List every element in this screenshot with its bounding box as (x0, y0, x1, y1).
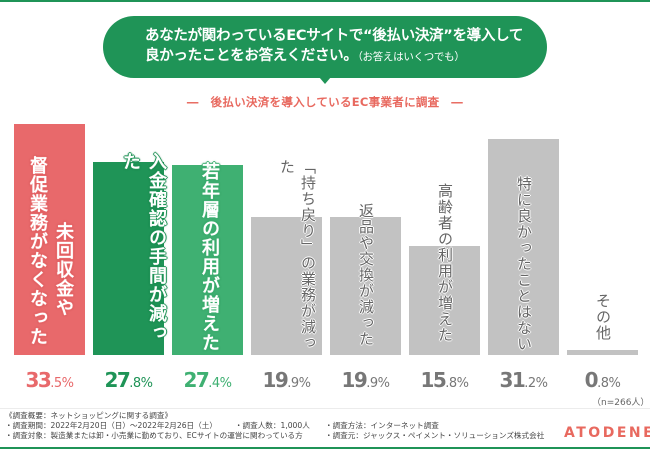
value-int: 0 (584, 368, 599, 392)
value-dec: .9% (287, 376, 311, 391)
value-dec: .2% (524, 376, 548, 391)
value-bar-2: 27.8% (89, 368, 168, 392)
survey-period: ・調査期間：2022年2月20日（日）～2022年2月26日（土） (5, 421, 217, 430)
top-border (0, 0, 650, 2)
survey-overview: 《調査概要：ネットショッピングに関する調査》 ・調査期間：2022年2月20日（… (5, 411, 310, 441)
question-line-1: あなたが関わっているECサイトで“後払い決済”を導入して (145, 28, 524, 44)
survey-method: ・調査方法：インターネット調査 (325, 421, 439, 430)
value-dec: .5% (50, 376, 74, 391)
value-int: 15 (420, 368, 446, 392)
survey-target: ・調査対象：製造業または卸・小売業に勤めており、ECサイトの運営に関わっている方 (5, 431, 303, 440)
value-bar-4: 19.9% (247, 368, 326, 392)
value-dec: .9% (366, 376, 390, 391)
sample-size-note: （n=266人） (592, 398, 650, 408)
value-dec: .4% (208, 376, 232, 391)
survey-period-row: ・調査期間：2022年2月20日（日）～2022年2月26日（土） ・調査人数：1… (5, 421, 310, 431)
bar-other: その他 (567, 293, 638, 355)
question-line-2: 良かったことをお答えください。（お答えはいくつでも） (145, 46, 547, 67)
bar-label: その他 (594, 293, 612, 341)
value-bar-6: 15.8% (405, 368, 484, 392)
value-bar-3: 27.4% (168, 368, 247, 392)
value-bar-8: 0.8% (563, 368, 642, 392)
bar-label: 返品や交換が減った (357, 203, 375, 347)
question-text: 良かったことをお答えください。 (145, 48, 358, 64)
value-int: 19 (341, 368, 367, 392)
bar-label: 入金確認の手間が減った (120, 152, 167, 342)
value-int: 31 (499, 368, 525, 392)
footer-divider (0, 408, 650, 409)
value-bar-5: 19.9% (326, 368, 405, 392)
bar-return-delivery: 「持ち戻り」の業務が減った (251, 159, 322, 355)
bar-label: 特に良かったことはない (515, 176, 533, 352)
bar-label: 若年層の利用が増えた (199, 162, 220, 352)
chart-subtitle: ― 後払い決済を導入しているEC事業者に調査 ― (186, 95, 464, 109)
value-dec: .8% (597, 376, 621, 391)
atodene-logo: ATODENE (564, 425, 650, 441)
question-note: （お答えはいくつでも） (357, 51, 465, 63)
bar-uncollected: 督促業務がなくなった 未回収金や (14, 124, 85, 355)
bar-label-line-a: 督促業務がなくなった (27, 156, 48, 346)
survey-overview-col2: ・調査方法：インターネット調査 ・調査元：ジャックス・ペイメント・ソリューション… (325, 421, 544, 441)
bubble-pointer (319, 77, 331, 84)
value-int: 27 (183, 368, 209, 392)
bar-nothing-good: 特に良かったことはない (488, 139, 559, 355)
survey-source: ・調査元：ジャックス・ペイメント・ソリューションズ株式会社 (325, 431, 545, 440)
question-bubble: あなたが関わっているECサイトで“後払い決済”を導入して 良かったことをお答えく… (103, 16, 547, 78)
bar-returns-exchanges: 返品や交換が減った (330, 203, 401, 355)
value-int: 33 (25, 368, 51, 392)
value-int: 19 (262, 368, 288, 392)
bar-label-line-b: 未回収金や (53, 222, 74, 317)
value-int: 27 (104, 368, 130, 392)
bar-label: 「持ち戻り」の業務が減った (278, 159, 317, 351)
bar-payment-check: 入金確認の手間が減った (93, 152, 167, 355)
value-bar-7: 31.2% (484, 368, 563, 392)
bar-young-users: 若年層の利用が増えた (172, 162, 243, 355)
survey-respondents: ・調査人数：1,000人 (234, 421, 310, 430)
bar-elderly-users: 高齢者の利用が増えた (409, 183, 480, 355)
bar-label: 高齢者の利用が増えた (436, 183, 454, 343)
value-dec: .8% (445, 376, 469, 391)
value-dec: .8% (129, 376, 153, 391)
survey-title: 《調査概要：ネットショッピングに関する調査》 (5, 411, 173, 420)
value-bar-1: 33.5% (10, 368, 89, 392)
bottom-border (0, 447, 650, 449)
